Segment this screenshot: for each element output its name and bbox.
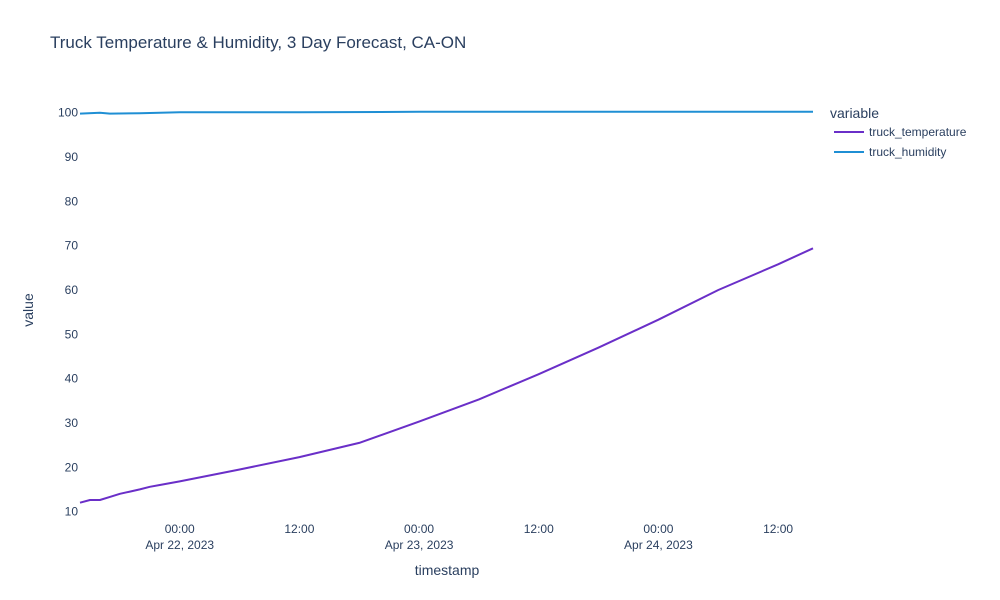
series-line-truck-temperature: [79, 247, 814, 504]
x-tick-date-label: Apr 23, 2023: [385, 538, 454, 552]
y-tick-label: 60: [65, 283, 79, 297]
y-axis-title: value: [20, 293, 36, 327]
y-tick-label: 20: [65, 460, 79, 474]
legend: variable truck_temperature truck_humidity: [830, 105, 967, 159]
x-tick-date-label: Apr 24, 2023: [624, 538, 693, 552]
x-tick-label: 00:00: [404, 522, 434, 536]
x-tick-label: 00:00: [643, 522, 673, 536]
x-tick-label: 12:00: [284, 522, 314, 536]
x-axis-ticks: 00:00 Apr 22, 2023 12:00 00:00 Apr 23, 2023 1…: [145, 522, 793, 552]
y-tick-label: 40: [65, 372, 79, 386]
y-tick-label: 30: [65, 416, 79, 430]
legend-item-truck-temperature[interactable]: truck_temperature: [834, 125, 967, 139]
x-tick-label: 12:00: [763, 522, 793, 536]
chart-title: Truck Temperature & Humidity, 3 Day Fore…: [50, 33, 467, 52]
legend-label: truck_temperature: [869, 125, 967, 139]
y-tick-label: 80: [65, 194, 79, 208]
y-tick-label: 50: [65, 327, 79, 341]
legend-label: truck_humidity: [869, 145, 946, 159]
legend-item-truck-humidity[interactable]: truck_humidity: [834, 145, 946, 159]
y-axis-ticks: 10 20 30 40 50 60 70 80 90 100: [58, 106, 78, 519]
series-line-truck-humidity: [79, 110, 813, 115]
legend-title: variable: [830, 105, 879, 121]
y-tick-label: 70: [65, 239, 79, 253]
x-tick-label: 00:00: [165, 522, 195, 536]
x-tick-label: 12:00: [524, 522, 554, 536]
x-axis-title: timestamp: [415, 562, 480, 578]
y-tick-label: 90: [65, 150, 79, 164]
y-tick-label: 10: [65, 505, 79, 519]
y-tick-label: 100: [58, 106, 78, 120]
x-tick-date-label: Apr 22, 2023: [145, 538, 214, 552]
series-lines: [79, 110, 814, 504]
